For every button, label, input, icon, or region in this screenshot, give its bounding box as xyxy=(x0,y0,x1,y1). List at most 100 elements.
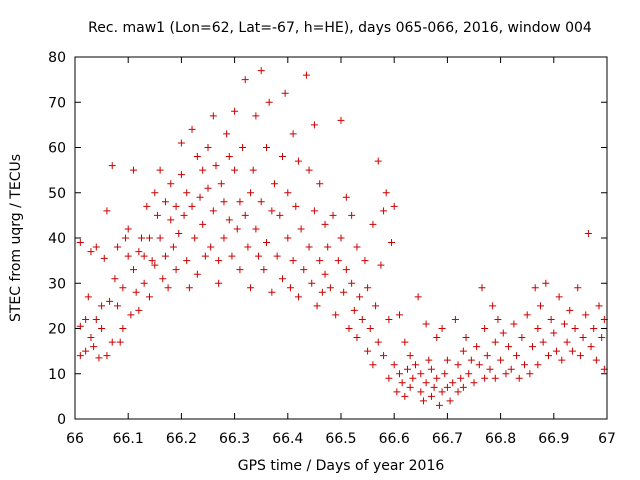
data-point xyxy=(76,352,84,360)
data-point xyxy=(244,243,252,251)
data-point xyxy=(257,198,265,206)
data-point xyxy=(324,243,332,251)
data-point xyxy=(255,252,263,260)
data-point xyxy=(473,343,481,351)
data-point xyxy=(271,180,278,188)
data-point xyxy=(225,216,233,224)
data-point xyxy=(98,325,106,332)
data-point xyxy=(411,361,419,369)
data-point xyxy=(215,257,223,265)
data-point xyxy=(193,270,201,278)
data-point xyxy=(103,207,111,215)
data-point xyxy=(345,325,353,332)
data-point xyxy=(207,243,215,251)
y-tick-label: 20 xyxy=(48,322,66,338)
data-point xyxy=(135,248,143,256)
data-point xyxy=(268,207,276,215)
data-point xyxy=(183,257,191,265)
data-point xyxy=(310,121,318,129)
data-point xyxy=(177,171,185,179)
data-point xyxy=(148,257,156,265)
data-point xyxy=(579,334,587,342)
data-point xyxy=(92,243,100,251)
data-point xyxy=(268,288,276,296)
data-point xyxy=(342,193,350,201)
data-point xyxy=(305,166,313,174)
data-point xyxy=(451,315,459,323)
chart-title: Rec. maw1 (Lon=62, Lat=-67, h=HE), days … xyxy=(88,20,592,36)
data-point xyxy=(284,189,292,197)
data-point xyxy=(143,202,151,210)
data-point xyxy=(103,352,111,360)
data-point xyxy=(201,252,209,260)
data-point xyxy=(308,279,316,287)
data-point xyxy=(348,211,356,219)
data-point xyxy=(364,284,372,292)
data-point xyxy=(544,352,552,360)
data-point xyxy=(356,293,364,301)
data-point xyxy=(220,234,228,242)
data-point xyxy=(145,234,153,242)
data-point xyxy=(100,254,108,262)
data-point xyxy=(465,370,473,378)
data-point xyxy=(491,374,499,382)
data-point xyxy=(366,325,374,332)
data-point xyxy=(337,116,345,124)
data-point xyxy=(225,153,233,161)
y-tick-label: 60 xyxy=(48,141,66,157)
data-point xyxy=(417,370,425,378)
data-point xyxy=(433,374,441,382)
x-tick-label: 66.1 xyxy=(113,431,144,447)
data-point xyxy=(87,334,95,342)
y-tick-label: 40 xyxy=(48,231,66,247)
data-point xyxy=(90,343,98,351)
data-point xyxy=(119,325,127,332)
data-point xyxy=(177,139,185,147)
data-point xyxy=(169,243,177,251)
data-point xyxy=(377,261,385,269)
data-point xyxy=(114,302,122,310)
data-point xyxy=(217,180,225,188)
data-point xyxy=(313,302,321,310)
data-point xyxy=(204,144,212,151)
data-point xyxy=(388,239,396,247)
x-tick-label: 66.2 xyxy=(166,431,197,447)
data-point xyxy=(278,275,286,283)
data-point xyxy=(340,288,348,296)
data-point xyxy=(462,334,470,342)
data-point xyxy=(300,266,308,274)
data-point xyxy=(185,284,193,292)
data-point xyxy=(515,374,523,382)
data-point xyxy=(220,198,228,206)
data-point xyxy=(260,266,268,274)
data-point xyxy=(449,379,457,387)
data-point xyxy=(233,225,241,233)
data-point xyxy=(116,338,124,346)
y-tick-label: 0 xyxy=(57,412,66,428)
data-point xyxy=(188,125,196,133)
data-point xyxy=(228,252,236,260)
data-point xyxy=(289,257,297,265)
data-point xyxy=(369,220,377,228)
plot-frame xyxy=(74,56,608,420)
data-point xyxy=(132,288,140,296)
data-point xyxy=(505,343,513,351)
y-tick-label: 10 xyxy=(48,367,66,383)
data-point xyxy=(276,211,284,219)
data-point xyxy=(353,334,361,342)
data-point xyxy=(124,252,132,260)
data-point xyxy=(138,234,145,242)
data-point xyxy=(531,284,539,292)
data-point xyxy=(372,302,380,310)
data-point xyxy=(161,252,169,260)
data-point xyxy=(390,202,398,210)
data-point xyxy=(199,166,207,174)
data-point xyxy=(499,329,507,337)
data-point xyxy=(443,383,451,391)
data-point xyxy=(175,229,183,237)
data-point xyxy=(209,112,217,120)
data-point xyxy=(568,347,576,355)
data-point xyxy=(489,302,497,310)
data-point xyxy=(326,284,334,292)
x-tick-label: 66.7 xyxy=(432,431,463,447)
